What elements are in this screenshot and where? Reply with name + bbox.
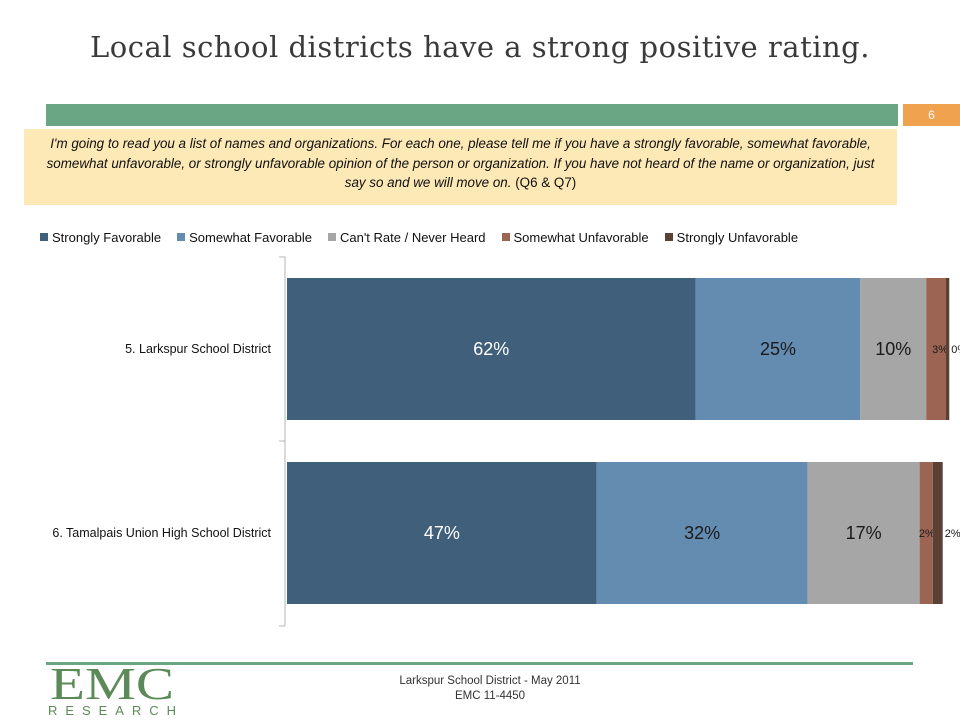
legend-swatch [501, 233, 510, 241]
data-label: 3% [932, 344, 948, 356]
bar-segment [695, 278, 861, 420]
chart-legend: Strongly Favorable Somewhat Favorable Can'… [40, 228, 798, 246]
question-reference: (Q6 & Q7) [515, 175, 577, 190]
legend-swatch [327, 233, 336, 241]
legend-swatch [177, 233, 186, 241]
category-label: 5. Larkspur School District [125, 342, 271, 356]
bar-segment [946, 278, 950, 420]
data-label: 0% [951, 344, 960, 356]
legend-label: Strongly Unfavorable [676, 229, 799, 245]
legend-label: Somewhat Favorable [189, 229, 312, 245]
footer-text: Larkspur School District - May 2011 EMC … [340, 674, 640, 704]
legend-swatch [40, 233, 48, 241]
footer-divider [46, 662, 913, 665]
question-text: I'm going to read you a list of names an… [46, 136, 875, 190]
legend-item: Strongly Favorable [40, 230, 161, 245]
data-label: 17% [846, 523, 882, 543]
data-label: 10% [875, 339, 911, 359]
category-label: 6. Tamalpais Union High School District [52, 526, 271, 540]
legend-label: Strongly Favorable [52, 229, 162, 245]
bar-segment [932, 462, 943, 604]
legend-item: Strongly Unfavorable [664, 229, 799, 245]
data-label: 47% [424, 523, 460, 543]
legend-item: Somewhat Favorable [177, 230, 312, 245]
bar-segment [287, 462, 597, 604]
legend-swatch [664, 233, 673, 241]
legend-label: Somewhat Unfavorable [513, 229, 649, 245]
bar-segment [596, 462, 808, 604]
data-label: 2% [919, 528, 935, 540]
data-label: 2% [945, 528, 960, 540]
bar-segment [287, 278, 696, 420]
page-number: 6 [903, 104, 960, 126]
legend-label: Can't Rate / Never Heard [339, 229, 486, 245]
legend-item: Somewhat Unfavorable [501, 229, 649, 245]
bar-segment [919, 462, 933, 604]
data-label: 32% [684, 523, 720, 543]
svg-text:EMC: EMC [50, 665, 174, 709]
footer-line-1: Larkspur School District - May 2011 [399, 675, 581, 687]
question-box: I'm going to read you a list of names an… [24, 129, 897, 205]
bar-segment [926, 278, 946, 420]
data-label: 62% [473, 339, 509, 359]
bar-segment [807, 462, 920, 604]
legend-item: Can't Rate / Never Heard [327, 229, 486, 245]
bar-segment [860, 278, 927, 420]
emc-research-logo: EMC RESEARCH [48, 665, 176, 717]
footer-line-2: EMC 11-4450 [454, 690, 526, 702]
stacked-bar-chart: 5. Larkspur School District 62% 25% 10% 3%0%… [52, 256, 960, 627]
slide-title: Local school districts have a strong pos… [90, 30, 870, 64]
data-label: 25% [760, 339, 796, 359]
header-accent-bar [46, 104, 898, 126]
